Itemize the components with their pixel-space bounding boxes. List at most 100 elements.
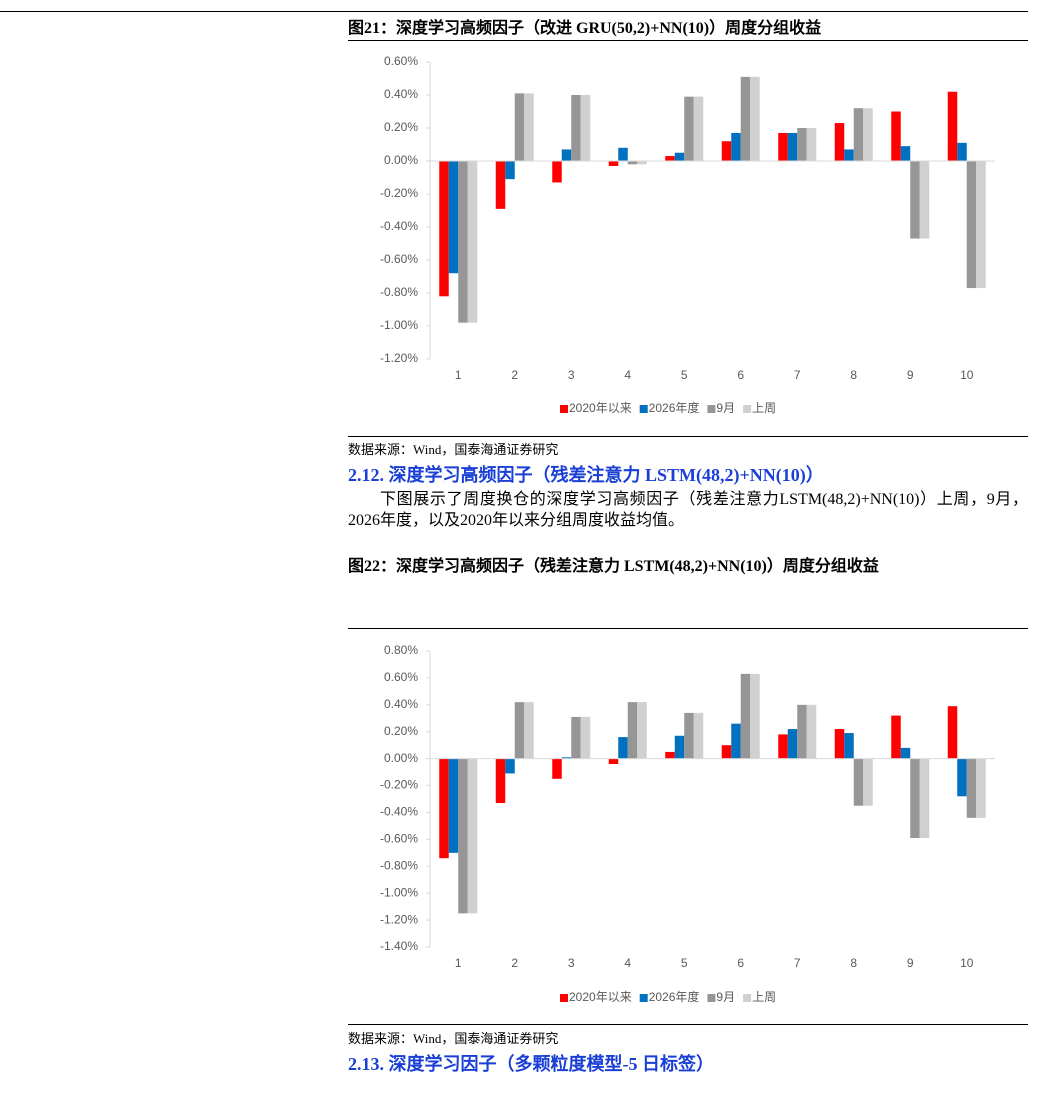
- bar: [976, 758, 986, 818]
- legend-swatch: [639, 405, 648, 413]
- bar: [524, 93, 534, 161]
- y-tick-label: -0.40%: [380, 805, 418, 819]
- y-tick-label: 0.20%: [384, 724, 418, 738]
- bar: [467, 161, 478, 323]
- bar: [693, 96, 704, 161]
- figure-title: 图21：深度学习高频因子（改进 GRU(50,2)+NN(10)）周度分组收益: [348, 20, 822, 37]
- y-tick-label: 0.60%: [384, 54, 418, 68]
- bar: [891, 715, 901, 759]
- x-tick-label: 2: [511, 956, 518, 970]
- bar: [834, 123, 845, 161]
- legend-swatch: [639, 994, 648, 1002]
- y-tick-label: -1.40%: [380, 939, 418, 953]
- y-tick-label: -1.20%: [380, 351, 418, 365]
- figure-title: 图22：深度学习高频因子（残差注意力 LSTM(48,2)+NN(10)）周度分…: [348, 558, 879, 575]
- bar: [608, 161, 619, 166]
- x-tick-label: 10: [960, 956, 974, 970]
- x-tick-label: 7: [794, 956, 801, 970]
- bar: [514, 702, 525, 759]
- legend-swatch: [560, 405, 568, 413]
- title-rule: [348, 628, 1028, 629]
- chart: 0.60% 0.40% 0.20% 0.00% -0.20% -0.40% -0.60% -0…: [380, 54, 995, 415]
- bar: [966, 161, 977, 289]
- y-tick-label: -0.20%: [380, 186, 418, 200]
- legend-label: 2026年度: [649, 400, 700, 415]
- source-rule: [348, 436, 1028, 437]
- bar: [919, 161, 930, 239]
- bar: [844, 733, 854, 759]
- bar: [740, 673, 751, 759]
- bar: [458, 758, 468, 914]
- x-tick-label: 1: [455, 956, 462, 970]
- bar: [665, 156, 675, 161]
- y-tick-label: 0.40%: [384, 697, 418, 711]
- bar: [957, 758, 967, 797]
- legend-label: 2020年以来: [569, 990, 632, 1004]
- bar: [448, 758, 459, 853]
- bar: [750, 673, 760, 759]
- legend-label: 9月: [716, 401, 735, 415]
- y-tick-label: 0.80%: [384, 643, 418, 657]
- bar: [853, 758, 864, 806]
- x-tick-label: 3: [568, 368, 575, 382]
- bar: [947, 91, 958, 161]
- bar: [439, 161, 449, 297]
- legend-label: 2020年以来: [569, 401, 632, 415]
- bar: [684, 96, 694, 161]
- bar: [561, 757, 572, 759]
- y-tick-label: -0.60%: [380, 252, 418, 266]
- bar: [665, 751, 675, 759]
- bar: [731, 132, 741, 161]
- bar: [806, 128, 817, 161]
- paragraph: 下图展示了周度换仓的深度学习高频因子（残差注意力LSTM(48,2)+NN(10…: [348, 491, 1028, 529]
- x-tick-label: 9: [907, 368, 914, 382]
- bar: [966, 758, 977, 818]
- legend-label: 上周: [752, 990, 776, 1004]
- bar: [505, 161, 515, 180]
- y-tick-label: -0.80%: [380, 858, 418, 872]
- chart: 0.80% 0.60% 0.40% 0.20% 0.00% -0.20% -0.40% -0.…: [380, 643, 995, 1004]
- section-heading: 2.13. 深度学习因子（多颗粒度模型-5 日标签）: [348, 1054, 714, 1074]
- source-rule: [348, 1024, 1028, 1025]
- bar: [637, 702, 647, 759]
- bar: [787, 729, 798, 759]
- bar: [505, 758, 515, 774]
- bar: [900, 747, 911, 759]
- legend-swatch: [707, 405, 716, 413]
- bar: [853, 108, 864, 161]
- bar: [608, 758, 619, 765]
- bar: [524, 702, 534, 759]
- bar: [910, 758, 920, 839]
- bar: [740, 76, 751, 161]
- bar: [750, 76, 760, 161]
- bar: [684, 712, 694, 759]
- x-tick-label: 1: [455, 368, 462, 382]
- bar: [495, 758, 506, 804]
- bar: [552, 758, 562, 779]
- bar: [976, 161, 986, 289]
- bar: [552, 161, 562, 183]
- bar: [674, 152, 685, 161]
- legend-swatch: [743, 405, 752, 413]
- bar: [778, 132, 788, 161]
- bar: [834, 729, 845, 759]
- bar: [957, 142, 967, 161]
- legend-label: 2026年度: [649, 989, 700, 1004]
- x-tick-label: 5: [681, 368, 688, 382]
- bar: [863, 758, 873, 806]
- bar: [674, 735, 685, 759]
- bar: [787, 132, 798, 161]
- bar: [467, 758, 478, 914]
- legend-swatch: [560, 994, 568, 1002]
- bar: [580, 716, 591, 759]
- top-rule: [0, 11, 1028, 12]
- x-tick-label: 4: [624, 368, 631, 382]
- x-tick-label: 5: [681, 956, 688, 970]
- bar: [627, 161, 638, 165]
- y-tick-label: 0.00%: [384, 751, 418, 765]
- y-tick-label: -1.00%: [380, 318, 418, 332]
- bar: [580, 95, 591, 161]
- bar: [448, 161, 459, 274]
- bar: [778, 734, 788, 759]
- bar: [891, 111, 901, 161]
